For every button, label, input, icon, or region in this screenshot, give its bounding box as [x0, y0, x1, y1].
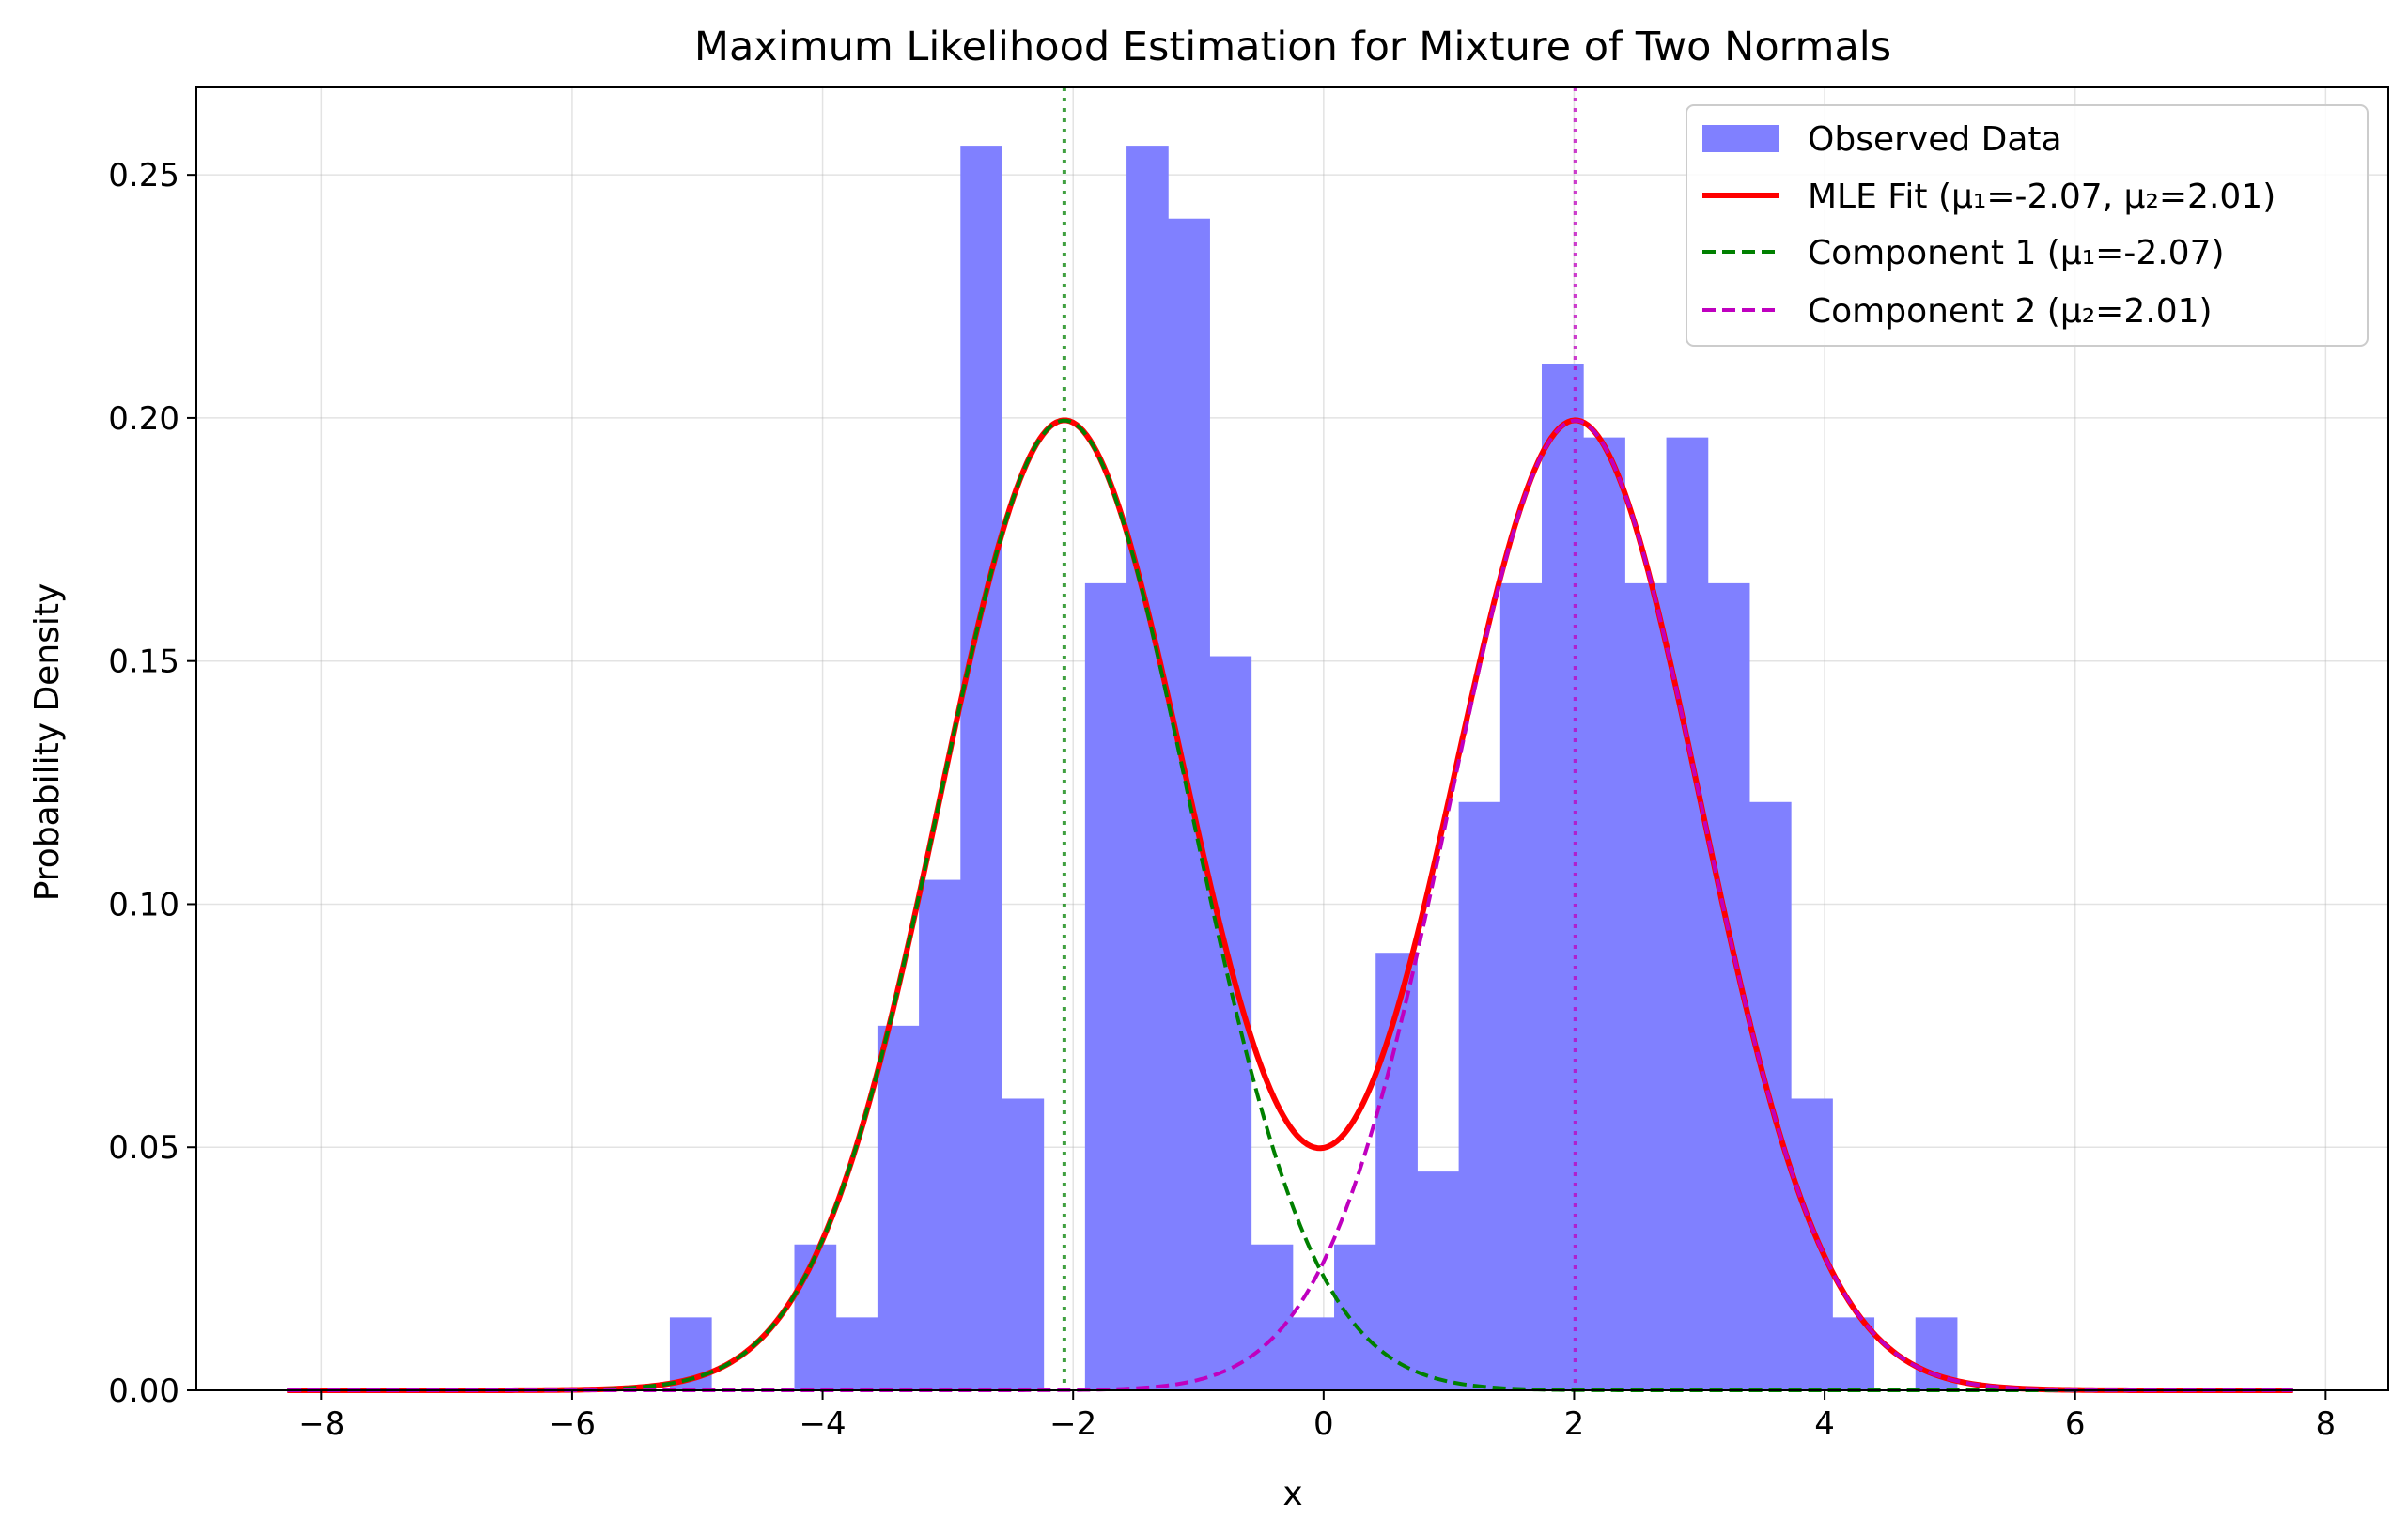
legend-label-component-2: Component 2 (μ₂=2.01)	[1808, 292, 2213, 331]
histogram-bar	[919, 879, 961, 1390]
x-tick-label: 6	[2065, 1405, 2086, 1443]
y-tick-label: 0.10	[108, 886, 179, 923]
legend-label-observed-data: Observed Data	[1808, 120, 2062, 159]
y-tick-label: 0.15	[108, 643, 179, 681]
histogram-bar	[1499, 582, 1543, 1390]
y-tick-label: 0.05	[108, 1129, 179, 1167]
x-axis-ticks: −8 −6 −4 −2 0 2 4 6 8	[298, 1390, 2336, 1443]
legend-label-component-1: Component 1 (μ₁=-2.07)	[1808, 234, 2225, 272]
x-tick-label: −4	[800, 1405, 847, 1443]
histogram-bar	[1417, 1171, 1460, 1390]
histogram-bar	[1292, 1317, 1335, 1390]
legend-label-mle-fit: MLE Fit (μ₁=-2.07, μ₂=2.01)	[1808, 178, 2276, 216]
x-tick-label: −2	[1049, 1405, 1096, 1443]
x-tick-label: 4	[1814, 1405, 1835, 1443]
histogram-bar	[1458, 801, 1501, 1390]
histogram-bar	[1375, 953, 1418, 1390]
histogram-bar	[877, 1025, 920, 1390]
y-tick-label: 0.00	[108, 1372, 179, 1410]
x-tick-label: −8	[298, 1405, 345, 1443]
histogram-bar	[1791, 1098, 1833, 1390]
legend-item-component-2: Component 2 (μ₂=2.01)	[1702, 292, 2213, 331]
x-axis-label: x	[1282, 1475, 1302, 1513]
y-axis-ticks: 0.00 0.05 0.10 0.15 0.20 0.25	[108, 157, 196, 1410]
histogram-bar	[794, 1244, 837, 1390]
histogram-bar	[1583, 437, 1625, 1391]
component-curve	[287, 418, 2293, 1392]
y-tick-label: 0.25	[108, 157, 179, 194]
histogram-bar	[1666, 437, 1709, 1391]
legend: Observed Data MLE Fit (μ₁=-2.07, μ₂=2.01…	[1686, 104, 2369, 347]
histogram-bar	[835, 1317, 878, 1390]
histogram-bar	[1002, 1098, 1045, 1390]
mean-marker-lines	[1062, 87, 1577, 1390]
histogram-bar	[1126, 146, 1169, 1390]
chart-title: Maximum Likelihood Estimation for Mixtur…	[694, 23, 1891, 70]
x-tick-label: 2	[1564, 1405, 1585, 1443]
plot-frame	[195, 86, 2389, 1391]
x-tick-label: −6	[549, 1405, 596, 1443]
histogram-bar	[1251, 1244, 1294, 1390]
legend-item-mle-fit: MLE Fit (μ₁=-2.07, μ₂=2.01)	[1702, 178, 2276, 216]
histogram-bar	[1084, 582, 1127, 1390]
x-tick-label: 8	[2316, 1405, 2337, 1443]
y-axis-label: Probability Density	[28, 583, 67, 902]
legend-item-observed-data: Observed Data	[1702, 120, 2062, 159]
legend-item-component-1: Component 1 (μ₁=-2.07)	[1702, 234, 2225, 272]
histogram-bar	[1334, 1244, 1376, 1390]
legend-swatch-observed-data	[1702, 125, 1779, 152]
x-tick-label: 0	[1313, 1405, 1334, 1443]
histogram-bar	[1541, 364, 1584, 1390]
y-tick-label: 0.20	[108, 400, 179, 438]
legend-box	[1686, 104, 2369, 347]
histogram-bar	[1624, 582, 1668, 1390]
histogram-bar	[960, 146, 1002, 1390]
